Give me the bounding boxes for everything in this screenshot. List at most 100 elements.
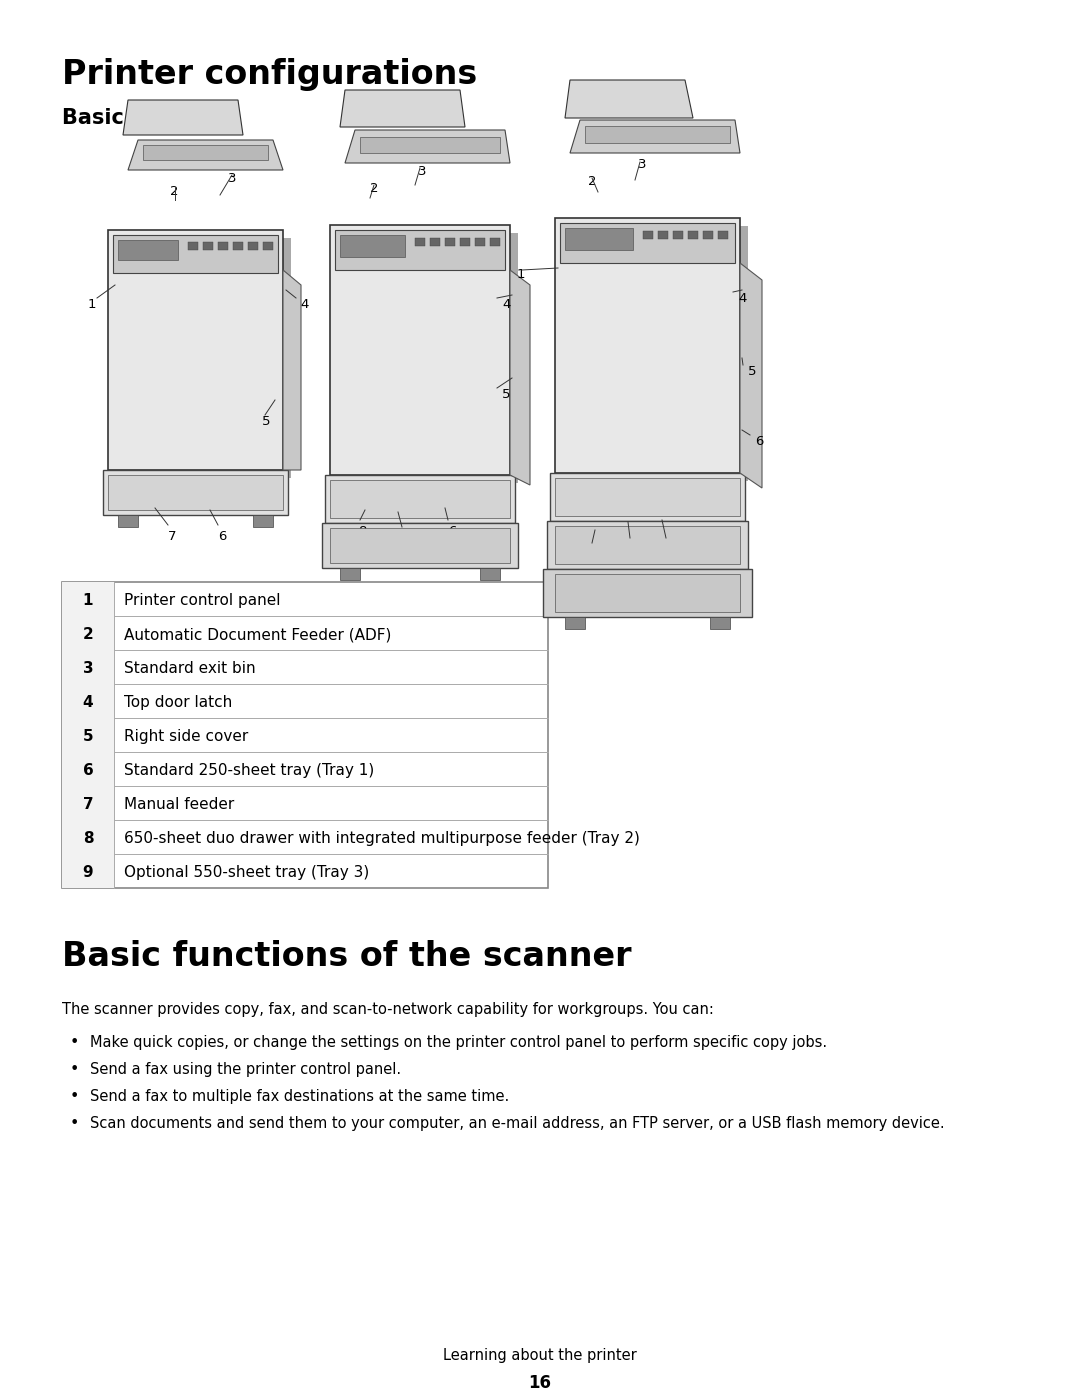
Bar [415, 237, 426, 246]
Polygon shape [570, 120, 740, 154]
Text: 8: 8 [83, 831, 93, 847]
Bar [62, 854, 114, 888]
Text: The scanner provides copy, fax, and scan-to-network capability for workgroups. Y: The scanner provides copy, fax, and scan… [62, 1002, 714, 1017]
Text: •: • [70, 1116, 79, 1132]
Bar [688, 231, 698, 239]
Text: 2: 2 [170, 184, 178, 198]
Bar [543, 569, 752, 617]
Bar [188, 242, 198, 250]
Text: 4: 4 [738, 292, 746, 305]
Bar [62, 616, 114, 650]
Text: 1: 1 [517, 268, 526, 281]
Text: 7: 7 [168, 529, 176, 543]
Text: 3: 3 [418, 165, 427, 177]
Text: Basic models: Basic models [62, 108, 216, 129]
Polygon shape [123, 101, 243, 136]
Bar [62, 650, 114, 685]
Text: 5: 5 [83, 729, 93, 745]
Bar [330, 225, 510, 475]
Bar [203, 242, 213, 250]
Text: Learning about the printer: Learning about the printer [443, 1348, 637, 1363]
Polygon shape [129, 140, 283, 170]
Text: 16: 16 [528, 1375, 552, 1391]
Bar [253, 515, 273, 527]
Text: •: • [70, 1035, 79, 1051]
Text: •: • [70, 1062, 79, 1077]
Bar [718, 231, 728, 239]
Text: Basic functions of the scanner: Basic functions of the scanner [62, 940, 632, 972]
Text: Standard 250-sheet tray (Tray 1): Standard 250-sheet tray (Tray 1) [124, 763, 375, 778]
Bar [555, 574, 740, 612]
Polygon shape [340, 89, 465, 127]
Polygon shape [585, 126, 730, 142]
Text: 3: 3 [638, 158, 647, 170]
Bar [445, 237, 455, 246]
Text: 7: 7 [83, 798, 93, 812]
Text: Send a fax using the printer control panel.: Send a fax using the printer control pan… [90, 1062, 401, 1077]
Text: 5: 5 [262, 415, 270, 427]
Bar [703, 231, 713, 239]
Polygon shape [283, 270, 301, 469]
Bar [643, 231, 653, 239]
Text: Optional 550-sheet tray (Tray 3): Optional 550-sheet tray (Tray 3) [124, 865, 369, 880]
Text: 6: 6 [755, 434, 764, 448]
Bar [330, 528, 510, 563]
Bar [108, 475, 283, 510]
Text: 5: 5 [748, 365, 756, 379]
Text: Printer control panel: Printer control panel [124, 592, 281, 608]
Bar [62, 787, 114, 820]
Bar [475, 237, 485, 246]
Bar [62, 685, 114, 718]
Bar [248, 242, 258, 250]
Bar [710, 617, 730, 629]
Text: 650-sheet duo drawer with integrated multipurpose feeder (Tray 2): 650-sheet duo drawer with integrated mul… [124, 831, 639, 847]
Bar [62, 820, 114, 854]
Text: Manual feeder: Manual feeder [124, 798, 234, 812]
Text: •: • [70, 1090, 79, 1104]
Bar [62, 583, 548, 888]
Bar [330, 481, 510, 518]
Bar [340, 235, 405, 257]
Text: 4: 4 [502, 298, 511, 312]
Bar [555, 218, 740, 474]
Polygon shape [510, 270, 530, 485]
Bar [565, 228, 633, 250]
Text: Top door latch: Top door latch [124, 694, 232, 710]
Text: Printer configurations: Printer configurations [62, 59, 477, 91]
Bar [218, 242, 228, 250]
Text: 5: 5 [502, 388, 511, 401]
Text: 2: 2 [370, 182, 378, 196]
Bar [565, 617, 585, 629]
Bar [460, 237, 470, 246]
Bar [322, 522, 518, 569]
Polygon shape [360, 137, 500, 154]
Bar [233, 242, 243, 250]
Bar [118, 515, 138, 527]
Text: 9: 9 [83, 865, 93, 880]
Text: 1: 1 [83, 592, 93, 608]
Bar [118, 240, 178, 260]
Bar [555, 478, 740, 515]
Bar [546, 521, 748, 569]
Text: 1: 1 [87, 298, 96, 312]
Bar [62, 718, 114, 752]
Text: Send a fax to multiple fax destinations at the same time.: Send a fax to multiple fax destinations … [90, 1090, 510, 1104]
Text: 6: 6 [448, 525, 457, 538]
Text: 4: 4 [300, 298, 309, 312]
Bar [658, 231, 669, 239]
Text: 7: 7 [400, 532, 408, 545]
Text: Standard exit bin: Standard exit bin [124, 661, 256, 676]
Text: 2: 2 [83, 627, 93, 643]
Polygon shape [338, 233, 518, 483]
Polygon shape [740, 263, 762, 488]
Bar [673, 231, 683, 239]
Bar [561, 224, 735, 263]
Bar [555, 527, 740, 564]
Bar [108, 231, 283, 469]
Text: Automatic Document Feeder (ADF): Automatic Document Feeder (ADF) [124, 627, 391, 643]
Polygon shape [563, 226, 748, 481]
Text: 2: 2 [588, 175, 596, 189]
Bar [62, 752, 114, 787]
Bar [340, 569, 360, 580]
Bar [490, 237, 500, 246]
